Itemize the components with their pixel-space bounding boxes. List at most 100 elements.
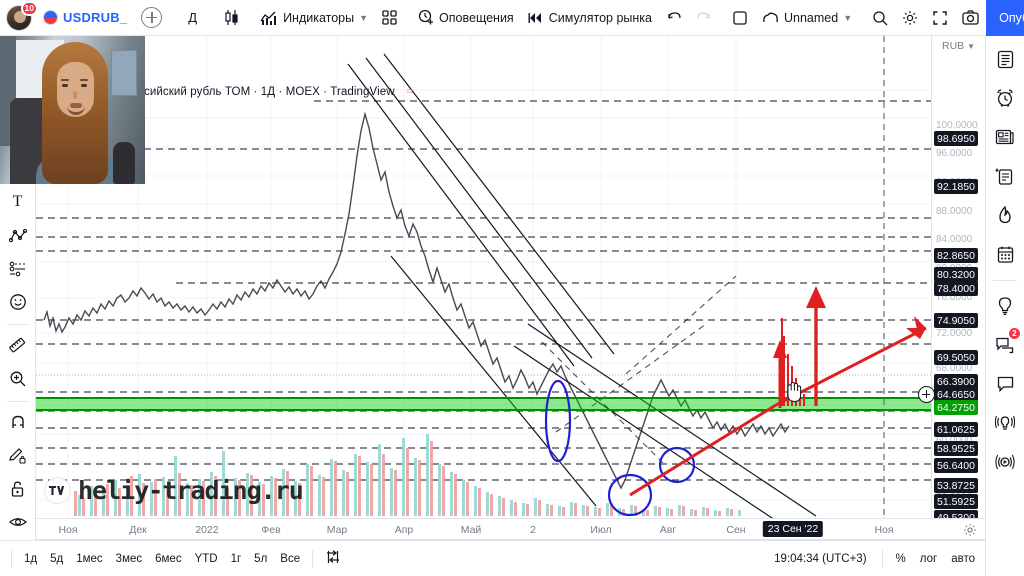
notification-badge[interactable]: 10 [20,0,38,16]
selected-date-label[interactable]: 23 Сен '22 [762,521,824,537]
magnet-tool-button[interactable] [3,408,33,437]
fullscreen-icon [932,10,948,26]
price-level-label[interactable]: 98.6950 [934,131,978,146]
plus-circle-icon [141,7,163,28]
patterns-tool-button[interactable] [3,221,33,250]
stream-button[interactable] [990,408,1020,438]
calendar-icon [996,245,1015,264]
drawing-mode-button[interactable] [3,441,33,470]
publish-button[interactable]: Опубликовать [986,0,1024,36]
add-price-alert-button[interactable] [918,386,935,403]
price-level-label[interactable]: 74.9050 [934,313,978,328]
webcam-overlay[interactable] [0,36,145,184]
alerts-panel-button[interactable] [990,83,1020,113]
chat-button[interactable]: 2 [990,327,1021,360]
indicators-button[interactable]: Индикаторы ▼ [253,4,375,32]
replay-button[interactable]: Симулятор рынка [521,4,659,32]
zoom-tool-button[interactable] [3,364,33,393]
add-symbol-button[interactable] [134,4,169,32]
support-price-label[interactable]: 64.2750 [934,400,978,415]
range-3m-button[interactable]: 3мес [115,552,143,565]
watermark-text: heliy-trading.ru [78,476,304,505]
webcam-eye-left [62,84,68,87]
auto-scale-button[interactable]: авто [951,552,975,565]
price-level-label[interactable]: 66.3900 [934,374,978,389]
hotlist-button[interactable] [990,200,1020,230]
chart-plot[interactable] [36,36,931,518]
price-grid-label: 60.0000 [936,435,972,446]
range-ytd-button[interactable]: YTD [194,552,218,565]
alerts-button[interactable]: Оповещения [410,4,521,32]
price-scale[interactable]: RUB ▼ 100.0000 96.0000 92.0000 88.0000 8… [918,36,985,540]
range-1y-button[interactable]: 1г [230,552,242,565]
currency-selector[interactable]: RUB ▼ [941,40,975,52]
price-level-label[interactable]: 51.5925 [934,494,978,509]
snapshot-button[interactable] [955,4,986,32]
measure-tool-button[interactable] [3,331,33,360]
equals-icon: ≈ [405,84,413,98]
news-button[interactable] [990,122,1020,152]
price-grid-label: 68.0000 [936,363,973,374]
watchlist-button[interactable] [990,44,1020,74]
private-chat-button[interactable] [990,369,1020,399]
interval-button[interactable]: Д [175,4,210,32]
data-window-button[interactable] [990,161,1020,191]
hide-drawings-button[interactable] [3,507,33,536]
time-label: Авг [659,524,677,536]
price-level-label[interactable]: 61.0625 [934,422,978,437]
percent-scale-button[interactable]: % [895,552,906,565]
go-to-date-button[interactable] [319,545,347,572]
divider [312,549,314,568]
search-button[interactable] [865,4,895,32]
calendar-button[interactable] [990,239,1020,269]
range-6m-button[interactable]: 6мес [155,552,182,565]
chat-badge[interactable]: 2 [1008,327,1021,340]
chart-container[interactable]: сийский рубль ТОМ · 1Д · MOEX · TradingV… [36,36,985,540]
range-1m-button[interactable]: 1мес [76,552,103,565]
symbol-search-button[interactable]: USDRUB_ [36,4,134,32]
hotlist-flame-icon [996,205,1014,225]
broadcast-button[interactable] [990,447,1020,477]
price-level-label[interactable]: 78.4000 [934,281,978,296]
price-grid-label: 96.0000 [936,148,973,159]
divider [6,324,29,326]
emoji-tool-button[interactable] [3,287,33,316]
speech-bubble-icon [996,375,1015,393]
fullscreen-button[interactable] [925,4,955,32]
range-1d-button[interactable]: 1д [24,552,38,565]
chart-style-button[interactable] [216,4,247,32]
time-label: Дек [129,524,147,536]
ideas-button[interactable] [990,291,1020,321]
text-tool-button[interactable]: T [3,188,33,217]
mouse-cursor [784,381,802,408]
settings-button[interactable] [895,4,925,32]
prediction-tool-button[interactable] [3,254,33,283]
alert-clock-icon [417,9,434,26]
price-level-label[interactable]: 53.8725 [934,478,978,493]
price-level-label[interactable]: 69.5050 [934,350,978,365]
user-avatar[interactable]: 10 [6,0,38,31]
price-level-label[interactable]: 58.9525 [934,441,978,456]
save-layout-button[interactable] [725,4,755,32]
timescale-settings-button[interactable] [963,523,977,542]
range-5y-button[interactable]: 5л [254,552,268,565]
lock-drawings-button[interactable] [3,474,33,503]
time-scale[interactable]: Ноя Дек 2022 Фев Мар Апр Май 2 Июл Авг С… [36,518,985,540]
time-label: Ноя [874,524,894,536]
log-scale-button[interactable]: лог [919,552,938,565]
range-all-button[interactable]: Все [280,552,301,565]
layouts-button[interactable] [375,4,404,32]
layout-name-button[interactable]: Unnamed ▼ [755,4,859,32]
price-level-label[interactable]: 80.3200 [934,267,978,282]
redo-button[interactable] [689,4,719,32]
price-level-label[interactable]: 82.8650 [934,248,978,263]
replay-label: Симулятор рынка [548,10,652,25]
prediction-tool-icon [9,260,27,278]
price-level-label[interactable]: 92.1850 [934,179,978,194]
cloud-icon [762,11,779,25]
price-level-label[interactable]: 64.6650 [934,387,978,402]
undo-button[interactable] [659,4,689,32]
range-5d-button[interactable]: 5д [50,552,64,565]
price-level-label[interactable]: 56.6400 [934,458,978,473]
